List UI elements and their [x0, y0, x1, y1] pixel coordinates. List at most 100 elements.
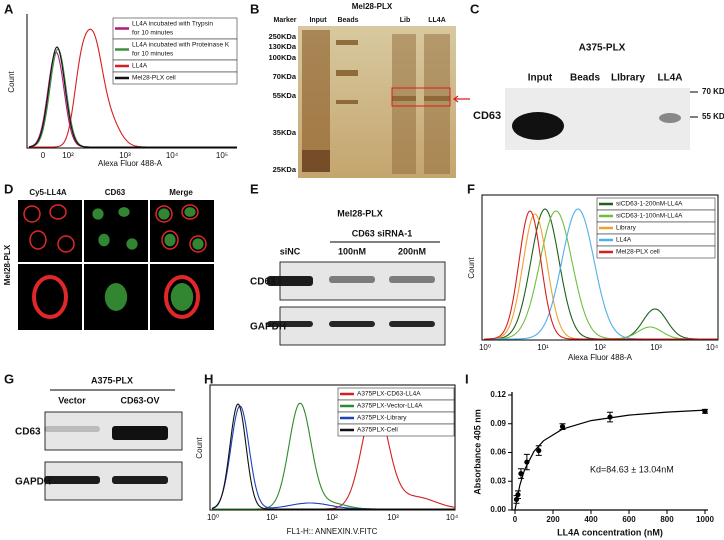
binding-chart: Absorbance 405 nm LL4A concentration (nM…	[472, 390, 714, 537]
legend-label: siCD63-1-100nM-LL4A	[616, 213, 683, 220]
blot-title: A375-PLX	[91, 375, 133, 385]
x-tick-label: 10⁵	[216, 151, 228, 160]
x-tick-label: 10⁴	[166, 151, 179, 160]
axes	[481, 194, 719, 341]
micrograph	[18, 264, 82, 330]
x-tick-label: 0	[513, 515, 518, 524]
x-tick-label: 10⁴	[446, 513, 459, 522]
legend-label: LL4A incubated with Proteinase K	[132, 42, 230, 49]
band	[44, 426, 100, 432]
cd63-stain	[164, 233, 176, 247]
row-label: GAPDH	[15, 477, 51, 488]
x-tick-label: 10¹	[266, 513, 278, 522]
micrograph	[84, 200, 148, 262]
lane-label: LL4A	[428, 17, 446, 24]
x-label: Alexa Fluor 488-A	[568, 353, 633, 362]
data-point	[702, 408, 708, 414]
x-tick-label: 10²	[326, 513, 338, 522]
lane-label: siNC	[280, 246, 301, 256]
channel-label: CD63	[105, 188, 126, 197]
row-label: CD63	[15, 427, 41, 438]
channel-label: Merge	[169, 188, 193, 197]
panel-label: G	[4, 371, 14, 386]
x-tick-label: 10³	[119, 151, 131, 160]
fit-curve	[514, 409, 706, 511]
panel-label: C	[470, 1, 480, 16]
lane-label: 200nM	[398, 246, 426, 256]
band	[112, 426, 168, 440]
mw-label: 130KDa	[268, 42, 296, 51]
histogram-h: Count FL1-H:: ANNEXIN.V.FITC 10⁰ 10¹ 10² 10…	[195, 384, 459, 536]
membrane-stain	[49, 204, 67, 220]
axes	[511, 392, 708, 511]
legend-label: LL4A	[616, 237, 632, 244]
data-point	[524, 459, 530, 465]
blot-title: Mel28-PLX	[337, 208, 383, 218]
mw-label: 100KDa	[268, 53, 296, 62]
x-tick-label: 600	[622, 515, 636, 524]
panel-label: F	[467, 181, 475, 196]
membrane-stain	[57, 235, 75, 253]
mw-label: 35KDa	[273, 128, 297, 137]
panel-label: D	[4, 181, 13, 196]
mw-label: 70KDa	[273, 72, 297, 81]
band	[329, 276, 375, 283]
channel-label: Cy5-LL4A	[29, 188, 67, 197]
x-tick-label: 10³	[650, 343, 662, 352]
cd63-stain	[170, 283, 194, 311]
x-tick-label: 10⁴	[706, 343, 719, 352]
cd63-stain	[192, 238, 204, 250]
membrane-stain	[32, 275, 68, 319]
mw-label: 55KDa	[273, 91, 297, 100]
legend-label: LL4A incubated with Trypsin	[132, 21, 213, 28]
data-point	[515, 492, 521, 498]
lane-label: 100nM	[338, 246, 366, 256]
legend-label: Mel28-PLX cell	[132, 75, 176, 82]
blot-title: A375-PLX	[579, 43, 626, 54]
arrow	[453, 95, 470, 103]
membrane-stain	[155, 205, 173, 223]
x-tick-label: 10³	[387, 513, 399, 522]
panel-label: A	[4, 1, 14, 16]
x-tick-label: 800	[660, 515, 674, 524]
cd63-stain	[158, 208, 170, 220]
y-label: Absorbance 405 nm	[472, 409, 482, 495]
panel-label: B	[250, 1, 259, 16]
legend-label: Mel28-PLX cell	[616, 249, 660, 256]
membrane-stain	[29, 230, 47, 250]
membrane-stain	[164, 275, 200, 319]
x-tick-label: 10⁰	[479, 343, 491, 352]
gel-bands	[302, 30, 450, 174]
x-tick-label: 10²	[594, 343, 606, 352]
histogram-curve	[484, 210, 718, 340]
legend-label: for 10 minutes	[132, 30, 174, 37]
data-point	[607, 414, 613, 420]
band	[512, 112, 564, 140]
lane-label: Beads	[337, 17, 358, 24]
lane-label: Lib	[400, 17, 411, 24]
micrographs: Cy5-LL4A CD63 Merge	[18, 188, 214, 330]
x-tick-label: 0	[41, 151, 46, 160]
legend-row	[337, 423, 455, 437]
data-point	[559, 424, 566, 430]
blot-g: Vector CD63-OV CD63 GAPDH	[15, 395, 183, 501]
band	[389, 276, 435, 283]
band	[267, 276, 313, 286]
mw-label: 55 KDa	[702, 112, 724, 121]
row-label: GAPDH	[250, 322, 286, 333]
gel-title: Mel28-PLX	[352, 2, 393, 11]
histogram-a: Count Alexa Fluor 488-A 0 10² 10³ 10⁴ 10⁵ LL4…	[7, 14, 238, 168]
legend-label: siCD63-1-200nM-LL4A	[616, 201, 683, 208]
cd63-stain	[98, 233, 110, 247]
lane-label: Marker	[274, 17, 297, 24]
histogram-curve	[28, 46, 237, 148]
x-tick-label: 1000	[696, 515, 714, 524]
legend-label: A375PLX-Library	[357, 415, 407, 422]
legend-row	[596, 221, 716, 235]
x-label: FL1-H:: ANNEXIN.V.FITC	[287, 527, 378, 536]
mw-label: 250KDa	[268, 32, 296, 41]
y-label: Count	[467, 257, 476, 279]
axes	[26, 14, 237, 149]
axes	[209, 384, 456, 511]
